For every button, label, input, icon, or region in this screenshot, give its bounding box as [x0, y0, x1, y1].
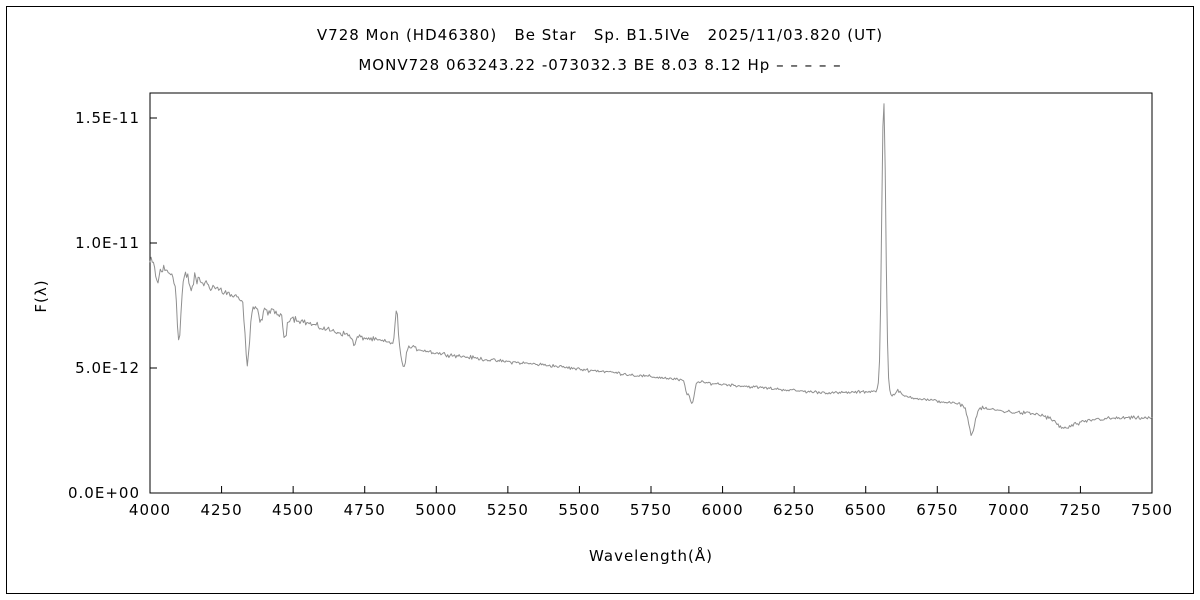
x-tick-label: 5500 — [558, 501, 600, 519]
y-tick-label: 1.5E-11 — [75, 109, 140, 127]
chart-subtitle: MONV728 063243.22 -073032.3 BE 8.03 8.12… — [358, 56, 842, 74]
y-tick-label: 0.0E+00 — [68, 484, 140, 502]
x-tick-label: 4750 — [344, 501, 386, 519]
x-tick-label: 6750 — [916, 501, 958, 519]
spectrum-line — [149, 103, 1153, 436]
chart-title: V728 Mon (HD46380) Be Star Sp. B1.5IVe 2… — [316, 26, 884, 44]
x-tick-label: 6250 — [773, 501, 815, 519]
y-tick-label: 1.0E-11 — [75, 234, 140, 252]
x-tick-label: 6000 — [701, 501, 743, 519]
x-tick-label: 5250 — [487, 501, 529, 519]
x-tick-label: 5750 — [630, 501, 672, 519]
x-axis-label: Wavelength(Å) — [589, 547, 713, 565]
plot-border — [149, 92, 1153, 494]
x-tick-label: 6500 — [845, 501, 887, 519]
y-tick-label: 5.0E-12 — [75, 359, 140, 377]
x-tick-label: 7000 — [988, 501, 1030, 519]
x-tick-label: 7500 — [1131, 501, 1173, 519]
x-tick-label: 5000 — [415, 501, 457, 519]
x-tick-label: 7250 — [1059, 501, 1101, 519]
x-tick-label: 4500 — [272, 501, 314, 519]
x-tick-label: 4000 — [129, 501, 171, 519]
x-tick-label: 4250 — [200, 501, 242, 519]
